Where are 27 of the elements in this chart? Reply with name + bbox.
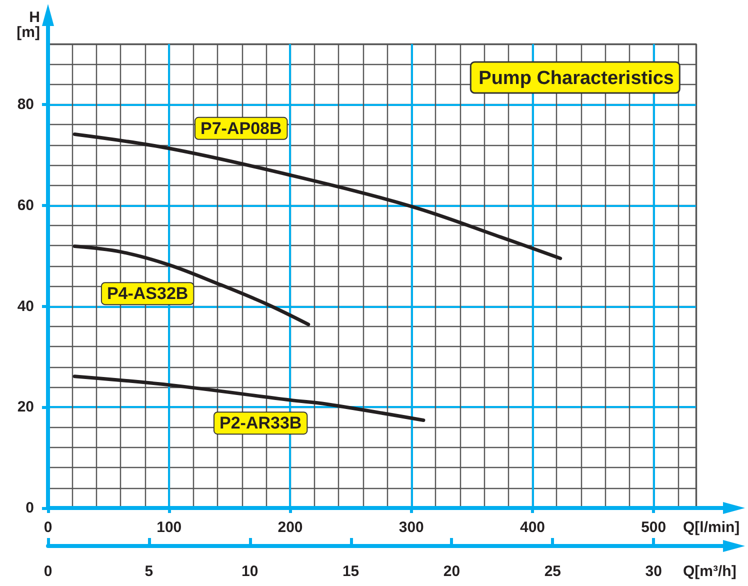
x-tick-label: 300 <box>398 519 424 536</box>
y-tick-label: 20 <box>17 398 34 416</box>
series-label: P7-AP08B <box>200 118 282 138</box>
series-label: P4-AS32B <box>106 284 188 304</box>
x2-tick-label: 10 <box>242 563 258 580</box>
x-tick-label: 500 <box>641 519 666 536</box>
y-tick-label: 80 <box>17 96 34 114</box>
x-tick-label: 0 <box>44 519 52 536</box>
x2-tick-label: 25 <box>544 563 562 580</box>
x2-tick-label: 20 <box>443 563 460 580</box>
x2-tick-label: 15 <box>342 563 360 580</box>
x2-tick-label: 30 <box>645 563 662 580</box>
line-series <box>72 244 310 326</box>
text: Pump Characteristics <box>478 68 674 89</box>
x-tick-label: 400 <box>520 519 545 536</box>
x-tick-label: 100 <box>156 519 182 536</box>
line-series <box>72 132 562 260</box>
x2-tick-label: 5 <box>144 563 154 580</box>
y-tick-label: 0 <box>26 500 34 516</box>
x-tick-label: 200 <box>278 519 303 536</box>
series-label: P2-AR33B <box>219 414 302 433</box>
y-tick-label: 40 <box>17 298 34 315</box>
y-axis-title: H [m] <box>16 9 40 41</box>
x-axis-title: Q[l/min] <box>683 519 740 536</box>
y-tick-label: 60 <box>17 196 34 214</box>
x2-axis-title: Q[m³/h] <box>683 563 736 580</box>
x2-tick-label: 0 <box>44 563 52 580</box>
